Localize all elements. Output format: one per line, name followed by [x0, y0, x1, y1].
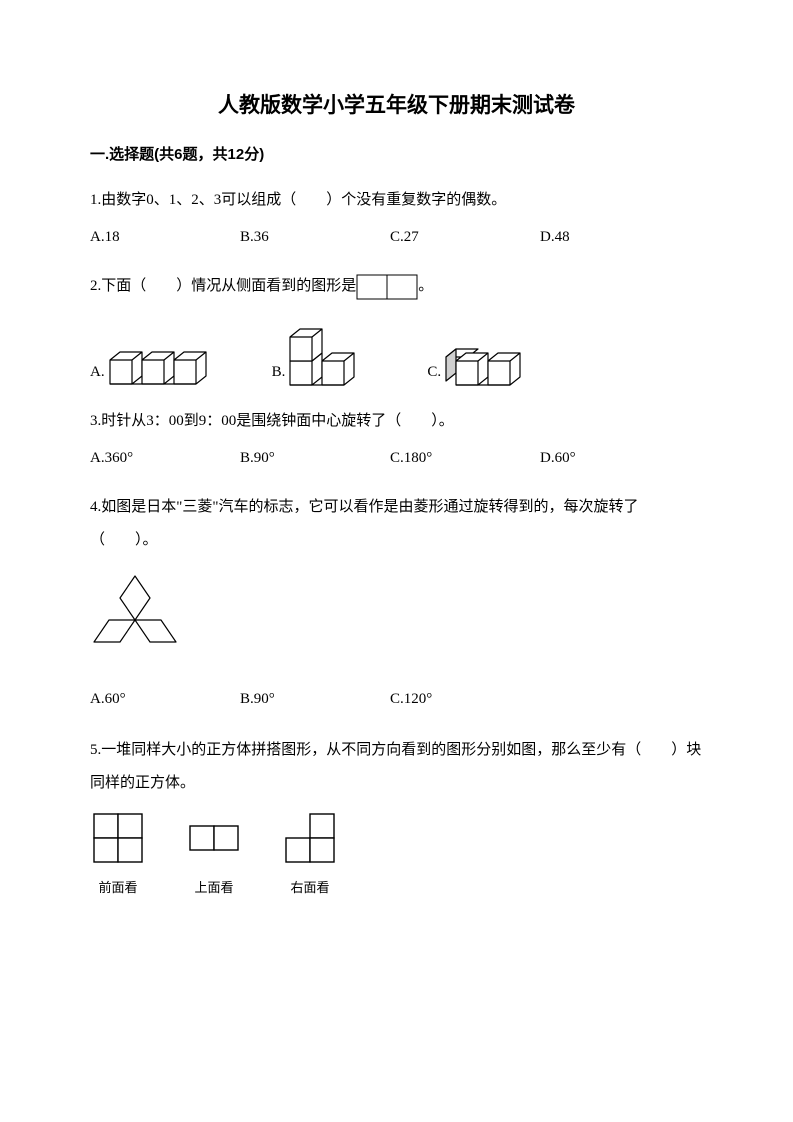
question-5: 5.一堆同样大小的正方体拼搭图形，从不同方向看到的图形分别如图，那么至少有（ ）…	[90, 734, 703, 903]
q3-opt-b: B.90°	[240, 442, 390, 475]
q4-opt-c: C.120°	[390, 683, 540, 716]
q4-opt-a: A.60°	[90, 683, 240, 716]
q5-views: 前面看 上面看 右面看	[90, 810, 703, 903]
q4-opt-b: B.90°	[240, 683, 390, 716]
q2-text-after: 。	[418, 270, 433, 303]
q2-text-before: 2.下面（ ）情况从侧面看到的图形是	[90, 270, 356, 303]
grid-l-shape-icon	[282, 810, 338, 866]
section-heading: 一.选择题(共6题，共12分)	[90, 144, 703, 167]
cubes-back-shade-icon	[443, 337, 543, 389]
grid-1x2-icon	[186, 810, 242, 866]
q4-text: 4.如图是日本"三菱"汽车的标志，它可以看作是由菱形通过旋转得到的，每次旋转了（…	[90, 491, 703, 557]
q1-opt-a: A.18	[90, 221, 240, 254]
q3-opt-a: A.360°	[90, 442, 240, 475]
page-title: 人教版数学小学五年级下册期末测试卷	[90, 90, 703, 122]
view-label-front: 前面看	[98, 874, 137, 903]
question-2: 2.下面（ ）情况从侧面看到的图形是 。 A.	[90, 270, 703, 389]
q3-text: 3.时针从3：00到9：00是围绕钟面中心旋转了（ ）。	[90, 405, 703, 438]
view-label-right: 右面看	[290, 874, 329, 903]
q1-text: 1.由数字0、1、2、3可以组成（ ）个没有重复数字的偶数。	[90, 184, 703, 217]
mitsubishi-logo-icon	[90, 571, 180, 661]
q5-front-view: 前面看	[90, 810, 146, 903]
question-3: 3.时针从3：00到9：00是围绕钟面中心旋转了（ ）。 A.360° B.90…	[90, 405, 703, 475]
cubes-l-shape-icon	[287, 317, 377, 389]
q5-text: 5.一堆同样大小的正方体拼搭图形，从不同方向看到的图形分别如图，那么至少有（ ）…	[90, 734, 703, 800]
question-1: 1.由数字0、1、2、3可以组成（ ）个没有重复数字的偶数。 A.18 B.36…	[90, 184, 703, 254]
q1-opt-d: D.48	[540, 221, 690, 254]
q1-opt-c: C.27	[390, 221, 540, 254]
q1-options: A.18 B.36 C.27 D.48	[90, 221, 703, 254]
question-4: 4.如图是日本"三菱"汽车的标志，它可以看作是由菱形通过旋转得到的，每次旋转了（…	[90, 491, 703, 716]
q5-right-view: 右面看	[282, 810, 338, 903]
q2-opt-b: B.	[272, 317, 378, 389]
q3-options: A.360° B.90° C.180° D.60°	[90, 442, 703, 475]
q3-opt-d: D.60°	[540, 442, 690, 475]
q5-top-view: 上面看	[186, 810, 242, 903]
q2-image-options: A. B.	[90, 317, 703, 389]
q2-opt-c: C.	[427, 337, 543, 389]
two-square-icon	[356, 274, 418, 300]
grid-2x2-icon	[90, 810, 146, 866]
cubes-row-3-icon	[107, 344, 222, 389]
q3-opt-c: C.180°	[390, 442, 540, 475]
q1-opt-b: B.36	[240, 221, 390, 254]
q2-opt-a: A.	[90, 344, 222, 389]
view-label-top: 上面看	[194, 874, 233, 903]
q4-options: A.60° B.90° C.120°	[90, 683, 703, 716]
